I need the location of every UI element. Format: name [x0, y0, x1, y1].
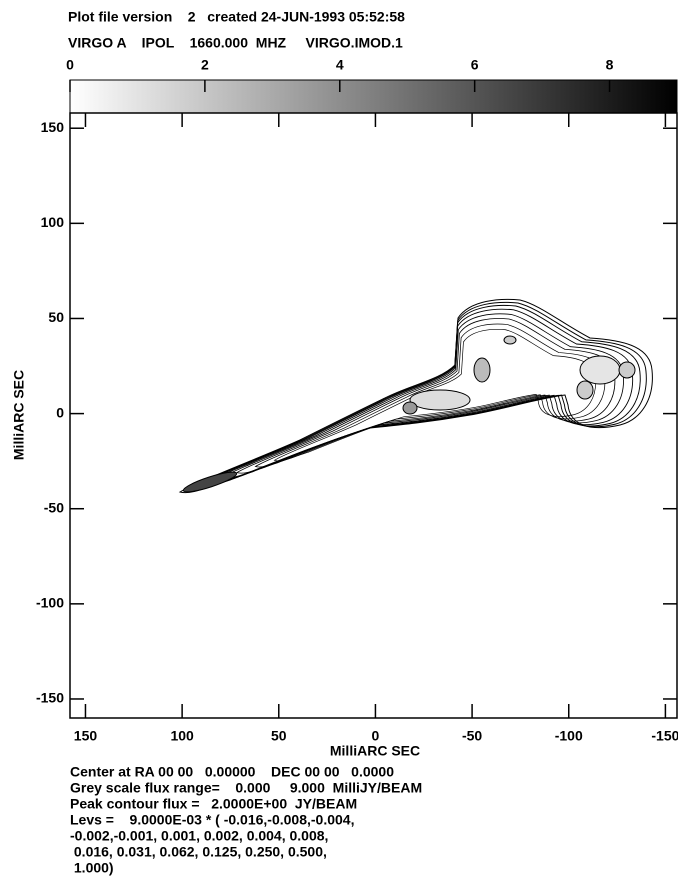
x-tick-label: -100	[555, 728, 583, 744]
y-tick-label: 150	[41, 119, 65, 135]
x-tick-label: 150	[74, 728, 98, 744]
footer-line: -0.002,-0.001, 0.001, 0.002, 0.004, 0.00…	[70, 828, 328, 844]
header-line: Plot file version 2 created 24-JUN-1993 …	[68, 9, 405, 25]
footer-line: 1.000)	[70, 860, 114, 876]
footer-line: Center at RA 00 00 0.00000 DEC 00 00 0.0…	[70, 764, 394, 780]
y-tick-label: -150	[36, 690, 64, 706]
footer-line: 0.016, 0.031, 0.062, 0.125, 0.250, 0.500…	[70, 844, 327, 860]
colorbar	[70, 80, 677, 113]
y-tick-label: -50	[44, 499, 64, 515]
y-axis-label: MilliARC SEC	[11, 370, 27, 460]
colorbar-tick-label: 0	[66, 57, 74, 73]
x-tick-label: -50	[462, 728, 482, 744]
y-tick-label: -100	[36, 595, 64, 611]
y-tick-label: 0	[56, 404, 64, 420]
x-tick-label: 50	[271, 728, 287, 744]
x-tick-label: -150	[651, 728, 678, 744]
x-tick-label: 0	[372, 728, 380, 744]
header-line: VIRGO A IPOL 1660.000 MHZ VIRGO.IMOD.1	[68, 35, 403, 51]
x-tick-label: 100	[170, 728, 194, 744]
contours	[180, 299, 652, 495]
footer-line: Grey scale flux range= 0.000 9.000 Milli…	[70, 780, 422, 796]
colorbar-tick-label: 2	[201, 57, 209, 73]
x-axis-label: MilliARC SEC	[330, 743, 420, 759]
footer-line: Peak contour flux = 2.0000E+00 JY/BEAM	[70, 796, 357, 812]
y-tick-label: 50	[48, 309, 64, 325]
colorbar-tick-label: 4	[336, 57, 344, 73]
colorbar-tick-label: 8	[606, 57, 614, 73]
colorbar-tick-label: 6	[471, 57, 479, 73]
y-tick-label: 100	[41, 214, 65, 230]
chart: Plot file version 2 created 24-JUN-1993 …	[0, 0, 678, 881]
footer-line: Levs = 9.0000E-03 * ( -0.016,-0.008,-0.0…	[70, 812, 354, 828]
